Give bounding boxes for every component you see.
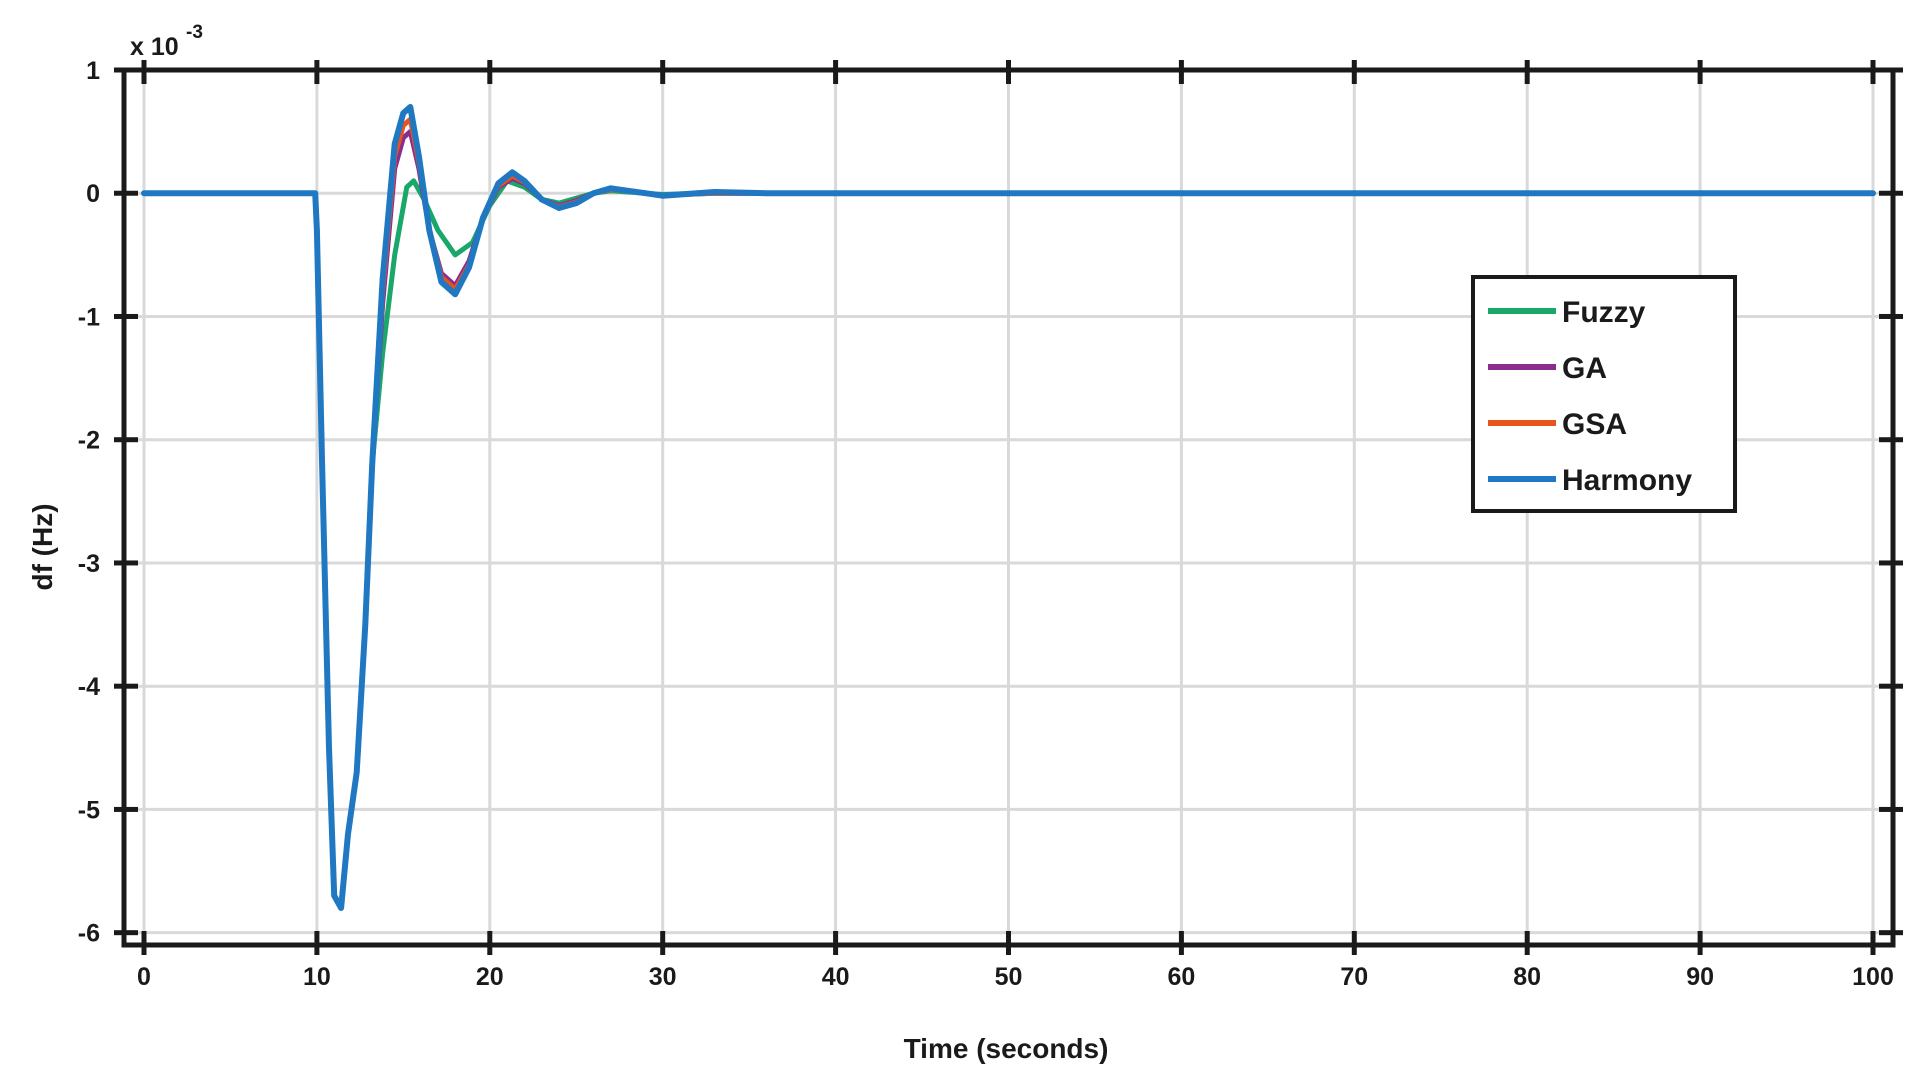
y-tick-label: -6 xyxy=(78,920,100,948)
y-tick-label: 1 xyxy=(86,57,100,85)
x-tick-label: 0 xyxy=(137,963,151,991)
x-tick-label: 70 xyxy=(1340,963,1368,991)
x-tick-label: 40 xyxy=(822,963,850,991)
x-tick-label: 50 xyxy=(995,963,1023,991)
x-tick-label: 30 xyxy=(649,963,677,991)
legend: Fuzzy GA GSA Harmony xyxy=(1471,275,1737,513)
legend-label-gsa: GSA xyxy=(1562,408,1627,441)
y-exponent-power: -3 xyxy=(186,22,203,43)
x-tick-label: 90 xyxy=(1686,963,1714,991)
y-tick-label: -1 xyxy=(78,303,100,331)
y-tick-label: 0 xyxy=(86,180,100,208)
legend-box xyxy=(1471,275,1737,513)
x-tick-label: 20 xyxy=(476,963,504,991)
y-tick-label: -2 xyxy=(78,427,100,455)
y-axis-label: df (Hz) xyxy=(27,503,58,590)
y-exponent-base: x 10 xyxy=(130,33,179,61)
y-tick-label: -5 xyxy=(78,796,100,824)
legend-label-fuzzy: Fuzzy xyxy=(1562,296,1646,329)
y-tick-label: -3 xyxy=(78,550,100,578)
y-tick-label: -4 xyxy=(78,673,100,701)
legend-label-harmony: Harmony xyxy=(1562,464,1692,497)
x-tick-label: 80 xyxy=(1513,963,1541,991)
x-tick-label: 100 xyxy=(1852,963,1894,991)
x-axis-label: Time (seconds) xyxy=(904,1033,1109,1064)
legend-label-ga: GA xyxy=(1562,352,1607,385)
series-line-harmony xyxy=(141,104,1876,911)
x-tick-label: 60 xyxy=(1167,963,1195,991)
series-layer xyxy=(141,104,1876,911)
x-tick-label: 10 xyxy=(303,963,331,991)
legend-entries: Fuzzy GA GSA Harmony xyxy=(1488,296,1692,497)
y-exponent-label: x 10 -3 xyxy=(130,22,203,61)
